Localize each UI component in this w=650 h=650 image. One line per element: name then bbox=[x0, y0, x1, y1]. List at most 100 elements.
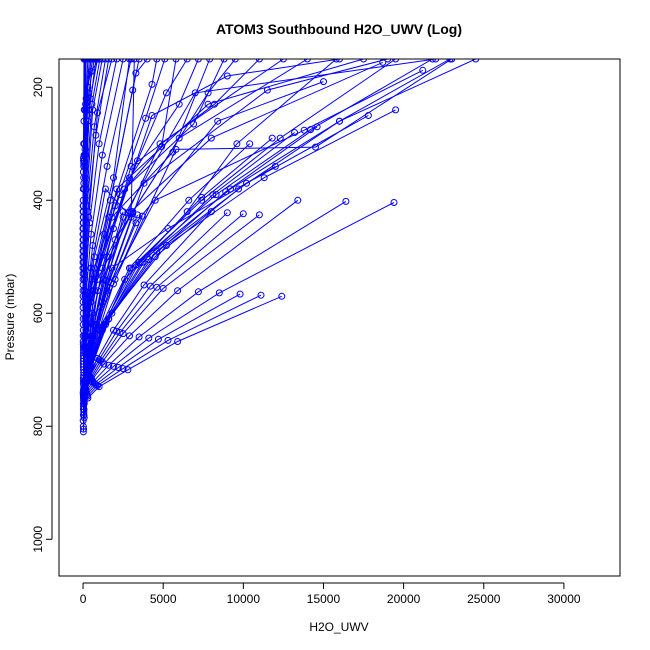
data-point bbox=[108, 59, 116, 63]
x-tick-label: 10000 bbox=[227, 592, 261, 606]
data-point bbox=[124, 209, 132, 217]
data-point bbox=[110, 326, 117, 334]
y-tick-label: 600 bbox=[31, 303, 45, 323]
y-tick-label: 200 bbox=[31, 77, 45, 97]
data-point bbox=[233, 140, 241, 148]
data-point bbox=[148, 80, 156, 88]
series-line-50 bbox=[83, 109, 396, 418]
data-point bbox=[223, 72, 231, 80]
data-point bbox=[84, 370, 91, 378]
data-point bbox=[185, 196, 193, 204]
data-point bbox=[142, 114, 150, 122]
data-point bbox=[81, 382, 89, 390]
data-point bbox=[223, 209, 231, 217]
data-point bbox=[95, 383, 103, 391]
x-tick-label: 5000 bbox=[150, 592, 177, 606]
data-point bbox=[98, 151, 106, 159]
data-point bbox=[336, 117, 343, 125]
data-point bbox=[392, 59, 400, 63]
data-point bbox=[135, 59, 143, 63]
data-point bbox=[291, 129, 299, 136]
data-point bbox=[211, 100, 218, 108]
data-point bbox=[79, 202, 87, 210]
data-point bbox=[103, 162, 111, 170]
data-point bbox=[119, 365, 127, 373]
data-point bbox=[116, 329, 124, 336]
data-point bbox=[209, 191, 217, 199]
data-point bbox=[143, 59, 151, 63]
data-point bbox=[257, 291, 265, 299]
data-point bbox=[222, 188, 230, 196]
data-point bbox=[174, 287, 182, 295]
data-point bbox=[127, 59, 135, 63]
data-point bbox=[255, 59, 263, 63]
data-point bbox=[80, 414, 88, 422]
data-point bbox=[82, 106, 90, 114]
data-point bbox=[174, 338, 182, 345]
data-point bbox=[268, 134, 276, 142]
data-point bbox=[145, 256, 153, 264]
data-point bbox=[80, 174, 88, 182]
data-point bbox=[81, 140, 89, 148]
data-point bbox=[390, 199, 398, 206]
data-point bbox=[119, 330, 127, 338]
data-point bbox=[332, 59, 340, 63]
data-point bbox=[336, 59, 343, 63]
data-point bbox=[320, 78, 327, 86]
data-point bbox=[106, 196, 114, 204]
data-point bbox=[194, 59, 202, 63]
data-point bbox=[153, 59, 161, 63]
data-point bbox=[162, 89, 170, 97]
data-point bbox=[236, 290, 244, 298]
data-point bbox=[419, 66, 427, 74]
data-point bbox=[148, 112, 156, 119]
data-point bbox=[214, 117, 222, 125]
series-line-61 bbox=[83, 295, 282, 404]
series-line-70 bbox=[83, 215, 143, 395]
data-point bbox=[235, 185, 242, 193]
data-point bbox=[207, 208, 215, 216]
data-point bbox=[92, 131, 100, 139]
data-point bbox=[138, 212, 146, 220]
data-point bbox=[129, 86, 137, 94]
data-point bbox=[119, 208, 127, 216]
x-axis: 0 5000 10000 15000 20000 25000 30000 bbox=[80, 582, 581, 606]
data-point bbox=[124, 366, 132, 374]
plot-data-area bbox=[79, 59, 480, 436]
data-point bbox=[255, 211, 263, 219]
data-point bbox=[100, 230, 108, 238]
data-point bbox=[276, 134, 284, 142]
data-point bbox=[80, 390, 88, 398]
x-tick-label: 20000 bbox=[387, 592, 421, 606]
data-point bbox=[392, 106, 400, 114]
series-line-55 bbox=[83, 59, 451, 403]
series-line-45 bbox=[82, 59, 337, 404]
data-point bbox=[151, 253, 159, 261]
data-point bbox=[384, 59, 392, 63]
data-point bbox=[146, 282, 154, 290]
data-point bbox=[102, 59, 109, 63]
y-axis-label: Pressure (mbar) bbox=[3, 274, 17, 361]
data-point bbox=[140, 281, 148, 289]
x-axis-label: H2O_UWV bbox=[309, 620, 368, 634]
x-tick-label: 0 bbox=[80, 592, 87, 606]
data-point bbox=[127, 162, 135, 170]
data-point bbox=[119, 59, 127, 63]
data-point bbox=[161, 59, 169, 63]
data-point bbox=[243, 179, 250, 187]
data-point bbox=[105, 361, 113, 369]
y-tick-label: 400 bbox=[31, 190, 45, 210]
data-point bbox=[164, 336, 172, 344]
series-line-73 bbox=[82, 109, 87, 229]
data-point bbox=[135, 333, 143, 341]
data-point bbox=[113, 59, 121, 63]
data-point bbox=[169, 148, 177, 156]
data-point bbox=[114, 364, 122, 371]
data-point bbox=[364, 112, 372, 119]
data-point bbox=[183, 59, 191, 63]
series-line-58 bbox=[83, 202, 395, 399]
data-point bbox=[80, 411, 88, 419]
data-point bbox=[110, 174, 117, 182]
data-point bbox=[342, 197, 350, 205]
